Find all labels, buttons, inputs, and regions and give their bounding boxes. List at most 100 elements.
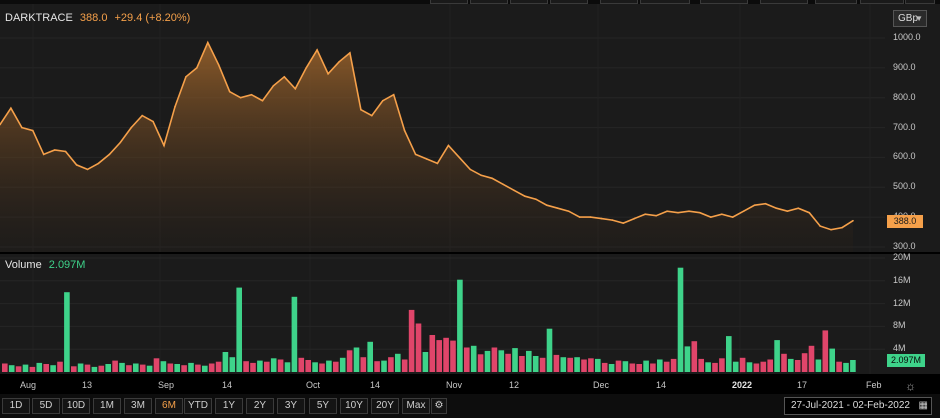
sun-gear-icon[interactable]: ☼: [905, 379, 916, 393]
range-button-2y[interactable]: 2Y: [246, 398, 274, 414]
price-point: [611, 219, 614, 221]
ticker-header: DARKTRACE 388.0 +29.4 (+8.20%): [5, 12, 190, 24]
volume-bar: [333, 361, 339, 372]
volume-bar: [581, 359, 587, 372]
price-point: [371, 114, 373, 117]
range-button-6m[interactable]: 6M: [155, 398, 183, 414]
range-button-1y[interactable]: 1Y: [215, 398, 243, 414]
toolbar-button[interactable]: [550, 0, 588, 4]
volume-bar: [595, 358, 601, 372]
volume-bar: [829, 348, 835, 372]
range-button-3m[interactable]: 3M: [124, 398, 152, 414]
volume-bar: [401, 359, 408, 372]
toolbar-button[interactable]: [640, 0, 690, 4]
volume-bar: [781, 353, 787, 372]
volume-bar: [277, 359, 284, 372]
volume-bar: [567, 357, 573, 373]
range-button-ytd[interactable]: YTD: [184, 398, 212, 414]
volume-bar: [532, 356, 539, 372]
volume-bar: [719, 358, 725, 372]
toolbar-button[interactable]: [470, 0, 508, 4]
volume-bar: [15, 366, 22, 372]
volume-bar: [484, 350, 491, 372]
price-point: [250, 93, 253, 96]
volume-bar: [443, 337, 449, 372]
toolbar-button[interactable]: [815, 0, 857, 4]
volume-bar: [29, 366, 36, 372]
time-tick-label: Aug: [20, 380, 37, 390]
gear-icon[interactable]: ⚙: [431, 398, 447, 414]
volume-bar: [91, 366, 98, 372]
price-tick-label: 1000.0: [893, 32, 921, 42]
panel-divider[interactable]: [0, 252, 940, 254]
toolbar-button[interactable]: [430, 0, 468, 4]
volume-bar: [705, 362, 711, 372]
volume-bar: [519, 356, 525, 372]
volume-bar: [264, 361, 270, 372]
price-chart[interactable]: [0, 4, 940, 252]
price-point: [75, 164, 78, 166]
volume-bar: [319, 363, 325, 372]
time-tick-label: Feb: [866, 380, 882, 390]
range-button-max[interactable]: Max: [402, 398, 430, 414]
toolbar-button[interactable]: [700, 0, 748, 4]
volume-bar: [188, 362, 194, 372]
volume-chart[interactable]: [0, 254, 940, 374]
volume-tick-label: 16M: [893, 274, 911, 285]
volume-bar: [195, 364, 201, 372]
date-range-field[interactable]: 27-Jul-2021 - 02-Feb-2022 ▦: [784, 397, 932, 415]
volume-bar: [464, 347, 470, 372]
volume-bar: [208, 363, 215, 372]
time-tick-label: 13: [82, 380, 93, 390]
price-point: [349, 52, 351, 54]
range-button-5d[interactable]: 5D: [32, 398, 60, 414]
price-point: [841, 226, 843, 229]
range-button-5y[interactable]: 5Y: [309, 398, 337, 414]
volume-bar: [388, 357, 394, 372]
volume-bar: [436, 340, 442, 372]
last-price-marker: 388.0: [887, 214, 923, 228]
price-point: [710, 216, 712, 218]
price-point: [622, 222, 625, 224]
price-point: [556, 207, 559, 209]
range-button-20y[interactable]: 20Y: [371, 398, 399, 414]
time-tick-label: 14: [222, 380, 233, 390]
toolbar-button[interactable]: [905, 0, 935, 4]
volume-bar: [43, 364, 49, 372]
volume-value: 2.097M: [48, 259, 86, 271]
volume-bar: [270, 358, 277, 372]
range-button-10d[interactable]: 10D: [62, 398, 90, 414]
toolbar-button[interactable]: [510, 0, 548, 4]
price-point: [141, 114, 143, 117]
volume-bar: [684, 346, 691, 372]
range-button-1d[interactable]: 1D: [2, 398, 30, 414]
price-point: [535, 198, 537, 200]
volume-bar: [71, 366, 77, 372]
calendar-icon[interactable]: ▦: [918, 400, 928, 411]
currency-select[interactable]: GBp ▼: [893, 10, 927, 27]
price-point: [524, 195, 526, 197]
price-point: [239, 96, 242, 99]
volume-bar: [367, 341, 373, 372]
toolbar-button[interactable]: [860, 0, 904, 4]
volume-panel[interactable]: Volume 2.097M 20M 16M 12M 8M 4M 2.097M: [0, 252, 940, 374]
price-point: [294, 88, 297, 90]
toolbar-button[interactable]: [600, 0, 638, 4]
price-point: [786, 210, 789, 212]
volume-bar: [222, 352, 229, 372]
range-button-3y[interactable]: 3Y: [277, 398, 305, 414]
range-button-1m[interactable]: 1M: [93, 398, 121, 414]
volume-bar: [326, 360, 332, 372]
volume-bar: [360, 357, 367, 372]
price-point: [655, 214, 657, 217]
symbol-label: DARKTRACE: [5, 12, 73, 24]
volume-bar: [215, 361, 222, 372]
range-button-10y[interactable]: 10Y: [340, 398, 368, 414]
time-tick-label: Sep: [158, 380, 175, 390]
toolbar-button[interactable]: [760, 0, 808, 4]
volume-bar: [64, 292, 70, 372]
price-point: [458, 156, 461, 159]
price-panel[interactable]: DARKTRACE 388.0 +29.4 (+8.20%) GBp ▼ 100…: [0, 4, 940, 252]
volume-bar: [339, 357, 346, 373]
volume-bar: [732, 361, 739, 372]
